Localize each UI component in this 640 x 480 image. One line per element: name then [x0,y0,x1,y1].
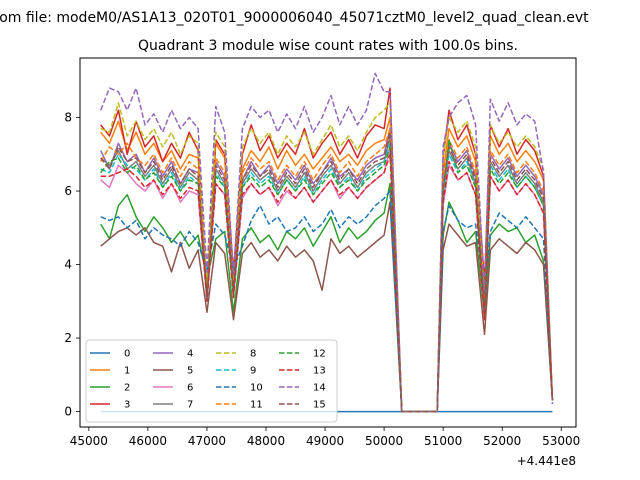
legend-item-4: 4 [153,349,193,360]
y-tick-label: 0 [64,405,72,419]
series-line-15 [100,131,554,413]
y-tick-label: 4 [64,258,72,272]
legend-label: 13 [313,366,326,377]
legend-box [85,339,338,423]
legend-label: 9 [250,366,256,377]
legend-label: 15 [313,400,326,411]
legend-item-0: 0 [90,349,130,360]
x-tick-label: 52000 [483,434,521,448]
legend-label: 5 [187,366,193,377]
chart-title: Quadrant 3 module wise count rates with … [138,38,518,54]
series-line-13 [100,153,554,413]
series-line-14 [100,72,554,413]
legend-item-6: 6 [153,383,193,394]
series-line-2 [100,182,554,413]
series-line-12 [100,138,554,413]
legend-item-14: 14 [279,383,326,394]
legend-item-10: 10 [216,383,263,394]
x-tick-label: 50000 [365,434,403,448]
legend-item-8: 8 [216,349,256,360]
series-line-5 [100,201,554,413]
x-tick-label: 48000 [247,434,285,448]
legend-label: 4 [187,349,193,360]
legend-item-5: 5 [153,366,193,377]
y-axis: 0 2 4 6 8 [64,111,80,419]
x-tick-label: 46000 [129,434,167,448]
legend-label: 12 [313,349,326,360]
x-tick-label: 45000 [70,434,108,448]
legend-label: 14 [313,383,326,394]
series-line-9 [100,142,554,413]
legend-label: 2 [124,383,130,394]
legend-item-3: 3 [90,400,130,411]
series-line-8 [100,102,554,413]
legend-item-13: 13 [279,366,326,377]
x-tick-label: 47000 [188,434,226,448]
plot-frame [79,57,577,428]
legend-label: 0 [124,349,130,360]
x-tick-label: 51000 [424,434,462,448]
series-layer [100,72,554,413]
x-tick-label: 53000 [542,434,580,448]
x-offset-text: +4.441e8 [517,454,576,468]
y-tick-label: 2 [64,331,72,345]
x-axis: 45000 46000 47000 48000 49000 50000 51000 52000… [70,427,580,448]
legend-label: 3 [124,400,130,411]
legend-label: 1 [124,366,130,377]
legend-label: 7 [187,400,193,411]
legend-item-9: 9 [216,366,256,377]
legend-label: 11 [250,400,263,411]
legend-item-1: 1 [90,366,130,377]
legend-label: 8 [250,349,256,360]
legend-item-7: 7 [153,400,193,411]
legend-item-12: 12 [279,349,326,360]
legend-item-11: 11 [216,400,263,411]
legend-label: 10 [250,383,263,394]
y-tick-label: 8 [64,111,72,125]
legend-item-15: 15 [279,400,326,411]
series-line-11 [100,127,554,413]
y-tick-label: 6 [64,184,72,198]
legend-label: 6 [187,383,193,394]
figure-suptitle: Plot from file: modeM0/AS1A13_020T01_900… [0,10,589,26]
legend-item-2: 2 [90,383,130,394]
x-tick-label: 49000 [306,434,344,448]
